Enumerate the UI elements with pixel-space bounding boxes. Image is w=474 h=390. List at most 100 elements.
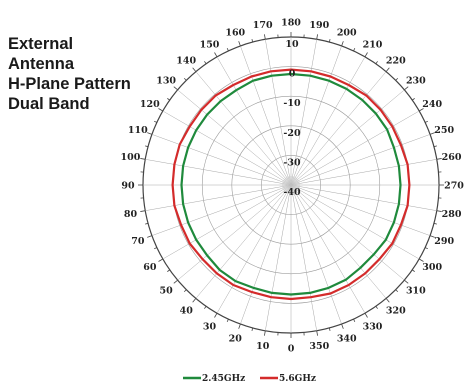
legend-label: 5.6GHz xyxy=(279,374,316,384)
grid-tick xyxy=(412,269,415,272)
angle-labels: 0102030405060708090100110120130140150160… xyxy=(121,18,465,355)
legend-label: 2.45GHz xyxy=(202,374,245,384)
grid-spoke xyxy=(240,45,292,186)
angle-label: 120 xyxy=(140,99,160,110)
grid-tick xyxy=(353,318,356,323)
grid-spoke xyxy=(290,39,317,186)
grid-tick xyxy=(433,145,437,148)
grid-tick xyxy=(264,34,266,40)
angle-label: 250 xyxy=(434,125,454,136)
grid-spoke xyxy=(290,184,317,331)
angle-label: 210 xyxy=(363,39,383,50)
angle-label: 310 xyxy=(406,285,426,296)
ring-label: -20 xyxy=(283,128,301,139)
grid-tick xyxy=(251,327,254,331)
grid-tick xyxy=(328,327,331,331)
angle-label: 340 xyxy=(337,334,357,345)
grid-tick xyxy=(153,120,158,123)
grid-spoke xyxy=(290,110,420,186)
grid-tick xyxy=(192,67,197,72)
angle-label: 230 xyxy=(406,76,426,87)
grid-tick xyxy=(328,39,331,43)
grid-spoke xyxy=(290,184,342,325)
grid-spoke xyxy=(177,89,292,186)
grid-tick xyxy=(204,306,207,309)
grid-tick xyxy=(429,132,435,135)
angle-label: 330 xyxy=(363,322,383,333)
grid-tick xyxy=(412,98,415,101)
grid-spoke xyxy=(162,184,292,260)
ring-label: -10 xyxy=(283,98,301,109)
grid-tick xyxy=(341,323,344,329)
grid-tick xyxy=(158,108,164,112)
angle-label: 300 xyxy=(422,262,442,273)
grid-tick xyxy=(375,61,378,64)
grid-tick xyxy=(429,235,435,238)
ring-label: 10 xyxy=(285,39,299,50)
angle-label: 260 xyxy=(442,152,462,163)
grid-tick xyxy=(238,41,241,47)
grid-spoke xyxy=(145,184,292,211)
grid-tick xyxy=(140,210,146,212)
grid-spoke xyxy=(177,184,292,281)
grid-tick xyxy=(364,312,368,318)
angle-label: 60 xyxy=(143,262,157,273)
grid-tick xyxy=(158,258,164,262)
title-line-3: H-Plane Pattern xyxy=(8,75,131,93)
grid-tick xyxy=(251,39,254,43)
grid-tick xyxy=(395,77,399,81)
angle-label: 320 xyxy=(386,305,406,316)
grid-tick xyxy=(341,41,344,47)
grid-spoke xyxy=(240,184,292,325)
grid-spoke xyxy=(290,71,387,186)
grid-tick xyxy=(145,145,149,148)
grid-tick xyxy=(147,235,153,238)
series-2-45ghz xyxy=(180,72,402,296)
series-layer xyxy=(171,68,411,301)
angle-label: 220 xyxy=(386,56,406,67)
angle-label: 110 xyxy=(128,125,148,136)
grid-tick xyxy=(436,158,442,160)
grid-tick xyxy=(424,247,429,250)
angle-label: 70 xyxy=(131,236,145,247)
grid-tick xyxy=(167,269,170,272)
grid-spoke xyxy=(290,56,366,186)
grid-spoke xyxy=(290,184,387,299)
grid-spoke xyxy=(265,39,292,186)
grid-spoke xyxy=(216,184,292,314)
ring-label: -30 xyxy=(283,157,301,168)
grid-tick xyxy=(214,52,218,58)
angle-label: 80 xyxy=(124,209,138,220)
grid-spoke xyxy=(290,184,366,314)
ring-label: -40 xyxy=(283,187,301,198)
grid-tick xyxy=(145,222,149,225)
angle-label: 290 xyxy=(434,236,454,247)
grid-spoke xyxy=(162,110,292,186)
angle-label: 150 xyxy=(200,39,220,50)
grid-spoke xyxy=(290,184,431,236)
title-line-1: External xyxy=(8,35,74,53)
title-line-2: Antenna xyxy=(8,55,74,73)
angle-label: 160 xyxy=(225,27,245,38)
angle-label: 30 xyxy=(203,322,217,333)
angle-label: 100 xyxy=(121,152,141,163)
angle-label: 50 xyxy=(160,285,174,296)
grid-tick xyxy=(167,98,170,101)
grid-tick xyxy=(173,86,178,91)
grid-tick xyxy=(436,210,442,212)
grid-spoke xyxy=(145,159,292,186)
angle-label: 10 xyxy=(256,341,270,352)
grid-spoke xyxy=(195,184,292,299)
grid-tick xyxy=(353,47,356,52)
legend: 2.45GHz 5.6GHz xyxy=(183,374,316,384)
grid-tick xyxy=(404,279,409,284)
angle-label: 200 xyxy=(337,27,357,38)
center-mark xyxy=(282,176,300,194)
grid-tick xyxy=(316,34,318,40)
grid-tick xyxy=(364,52,368,58)
grid-tick xyxy=(375,306,378,309)
ring-labels: 10 0 -10 -20 -30 -40 xyxy=(283,39,301,198)
angle-label: 40 xyxy=(180,305,194,316)
grid-spoke xyxy=(151,184,292,236)
